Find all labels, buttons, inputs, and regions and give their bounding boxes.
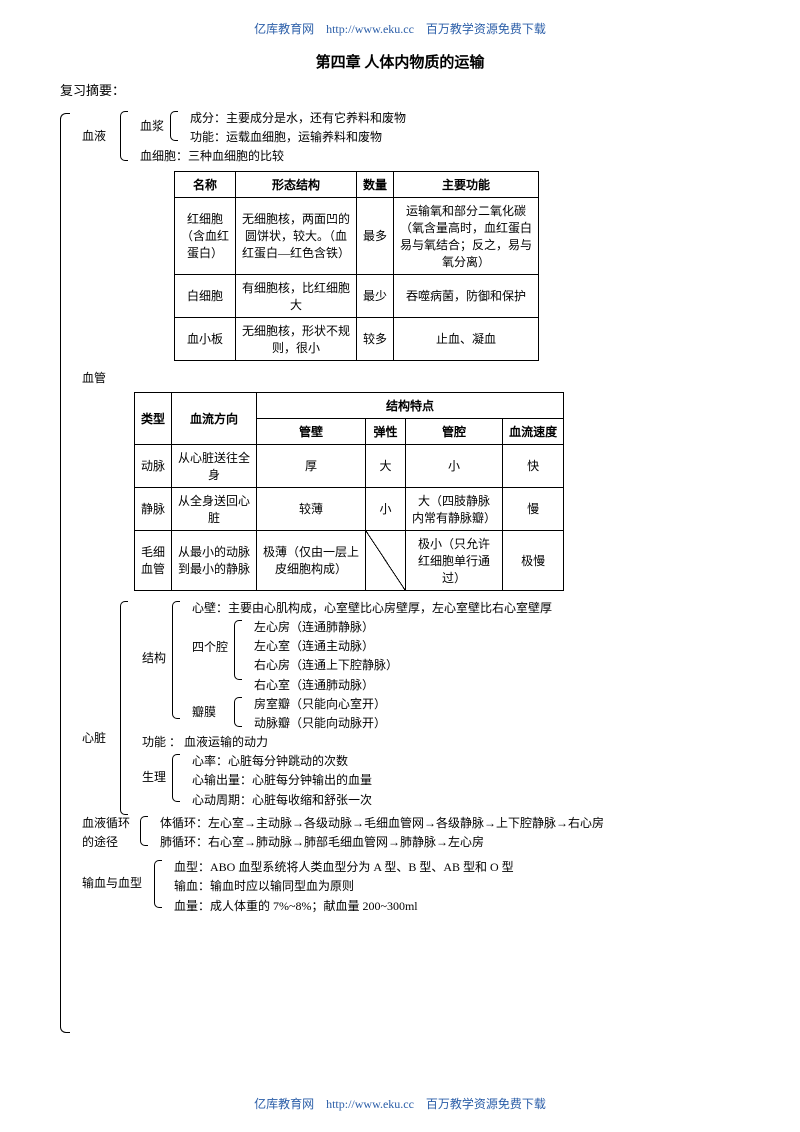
- v-r1c2: 较薄: [257, 487, 366, 530]
- bc-r1c3: 吞噬病菌，防御和保护: [394, 274, 539, 317]
- page-footer: 亿库教育网 http://www.eku.cc 百万教学资源免费下载: [0, 1095, 800, 1112]
- v-h1: 类型: [135, 392, 172, 444]
- v-s2: 管腔: [406, 418, 503, 444]
- bc-r2c0: 血小板: [175, 317, 236, 360]
- bc-r0c1: 无细胞核，两面凹的 圆饼状，较大。（血 红蛋白—红色含铁）: [236, 197, 357, 274]
- bc-r0c3: 运输氧和部分二氧化碳 （氧含量高时，血红蛋白 易与氧结合；反之，易与 氧分离）: [394, 197, 539, 274]
- bc-h3: 主要功能: [394, 171, 539, 197]
- v-r2c1: 从最小的动脉 到最小的静脉: [172, 530, 257, 590]
- circ-label: 血液循环 的途径: [82, 814, 130, 852]
- bc-h2: 数量: [357, 171, 394, 197]
- trans-0: 血型：ABO 血型系统将人类血型分为 A 型、B 型、AB 型和 O 型: [166, 858, 740, 877]
- valve-label: 瓣膜: [192, 703, 216, 722]
- heart-struct-label: 结构: [142, 649, 166, 668]
- v-r2c4: 极小（只允许 红细胞单行通 过）: [406, 530, 503, 590]
- bc-r2c1: 无细胞核，形状不规 则，很小: [236, 317, 357, 360]
- v-r0c5: 快: [503, 444, 564, 487]
- phys-1: 心输出量：心脏每分钟输出的血量: [184, 771, 740, 790]
- bc-r2c2: 较多: [357, 317, 394, 360]
- valve-1: 动脉瓣（只能向动脉开）: [246, 714, 740, 733]
- v-s1: 弹性: [366, 418, 406, 444]
- chambers-label: 四个腔: [192, 638, 228, 657]
- page-header: 亿库教育网 http://www.eku.cc 百万教学资源免费下载: [60, 20, 740, 37]
- trans-2: 血量：成人体重的 7%~8%；献血量 200~300ml: [166, 897, 740, 916]
- v-r0c0: 动脉: [135, 444, 172, 487]
- v-r1c4: 大（四肢静脉 内常有静脉瓣）: [406, 487, 503, 530]
- heart-func: 功能 ： 血液运输的动力: [132, 733, 740, 752]
- v-r0c3: 大: [366, 444, 406, 487]
- v-r1c3: 小: [366, 487, 406, 530]
- plasma-comp: 成分：主要成分是水，还有它养料和废物: [182, 109, 740, 128]
- v-r2c5: 极慢: [503, 530, 564, 590]
- heart-wall: 心壁：主要由心肌构成，心室壁比心房壁厚，左心室壁比右心室壁厚: [184, 599, 740, 618]
- plasma-func: 功能：运载血细胞，运输养料和废物: [182, 128, 740, 147]
- chamber-2: 右心房（连通上下腔静脉）: [246, 656, 740, 675]
- v-r1c0: 静脉: [135, 487, 172, 530]
- v-r2c0: 毛细 血管: [135, 530, 172, 590]
- phys-2: 心动周期：心脏每收缩和舒张一次: [184, 791, 740, 810]
- v-h2: 血流方向: [172, 392, 257, 444]
- blood-cells-intro: 血细胞：三种血细胞的比较: [132, 147, 740, 166]
- outline-root: 血液 血浆 成分：主要成分是水，还有它养料和废物 功能：运载血细胞，运输养料和废…: [60, 109, 740, 916]
- phys-label: 生理: [142, 768, 166, 787]
- blood-cells-table: 名称 形态结构 数量 主要功能 红细胞 （含血红 蛋白） 无细胞核，两面凹的 圆…: [174, 171, 539, 361]
- bc-r2c3: 止血、凝血: [394, 317, 539, 360]
- trans-1: 输血：输血时应以输同型血为原则: [166, 877, 740, 896]
- bc-r1c2: 最少: [357, 274, 394, 317]
- vessel-label: 血管: [74, 369, 740, 388]
- v-r0c2: 厚: [257, 444, 366, 487]
- v-r1c5: 慢: [503, 487, 564, 530]
- v-r1c1: 从全身送回心 脏: [172, 487, 257, 530]
- heart-label: 心脏: [82, 729, 106, 748]
- bc-h1: 形态结构: [236, 171, 357, 197]
- v-s0: 管壁: [257, 418, 366, 444]
- v-r0c4: 小: [406, 444, 503, 487]
- circ-pul: 肺循环：右心室→肺动脉→肺部毛细血管网→肺静脉→左心房: [152, 833, 740, 852]
- plasma-label: 血浆: [140, 117, 164, 136]
- chamber-0: 左心房（连通肺静脉）: [246, 618, 740, 637]
- blood-label: 血液: [82, 127, 106, 146]
- summary-label: 复习摘要：: [60, 80, 740, 99]
- v-h3: 结构特点: [257, 392, 564, 418]
- v-r2c3: [366, 530, 406, 590]
- v-r2c2: 极薄（仅由一层上 皮细胞构成）: [257, 530, 366, 590]
- bc-r0c0: 红细胞 （含血红 蛋白）: [175, 197, 236, 274]
- trans-label: 输血与血型: [82, 874, 142, 893]
- bc-h0: 名称: [175, 171, 236, 197]
- v-s3: 血流速度: [503, 418, 564, 444]
- bc-r0c2: 最多: [357, 197, 394, 274]
- bc-r1c1: 有细胞核，比红细胞 大: [236, 274, 357, 317]
- phys-0: 心率：心脏每分钟跳动的次数: [184, 752, 740, 771]
- chamber-1: 左心室（连通主动脉）: [246, 637, 740, 656]
- circ-sys: 体循环：左心室→主动脉→各级动脉→毛细血管网→各级静脉→上下腔静脉→右心房: [152, 814, 740, 833]
- chapter-title: 第四章 人体内物质的运输: [60, 51, 740, 72]
- v-r0c1: 从心脏送往全 身: [172, 444, 257, 487]
- bc-r1c0: 白细胞: [175, 274, 236, 317]
- valve-0: 房室瓣（只能向心室开）: [246, 695, 740, 714]
- vessel-table: 类型 血流方向 结构特点 管壁 弹性 管腔 血流速度 动脉 从心脏送往全 身 厚…: [134, 392, 564, 591]
- chamber-3: 右心室（连通肺动脉）: [246, 676, 740, 695]
